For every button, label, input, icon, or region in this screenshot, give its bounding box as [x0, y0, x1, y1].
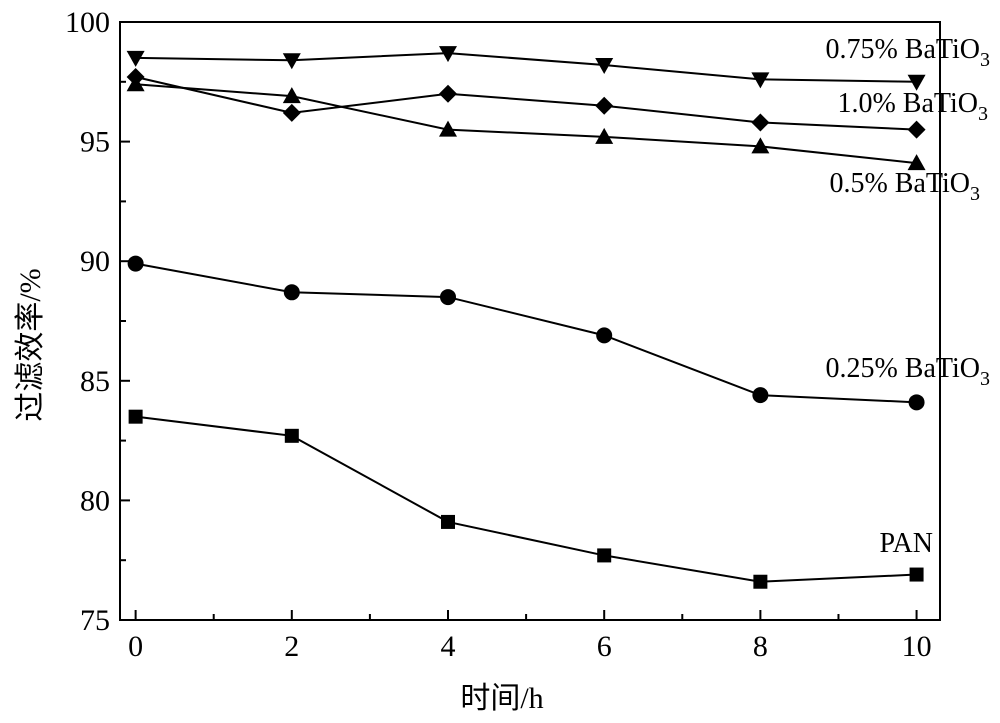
- y-tick-label: 75: [80, 604, 110, 637]
- data-point: [753, 574, 768, 589]
- series-label-text: PAN: [880, 528, 933, 559]
- y-tick-label: 90: [80, 245, 110, 278]
- data-point: [907, 74, 926, 91]
- data-point: [597, 548, 612, 563]
- x-tick-label: 8: [753, 630, 768, 663]
- series-label-text: 0.5% BaTiO: [829, 168, 970, 199]
- series-label: 0.75% BaTiO3: [825, 34, 990, 71]
- series-label: 1.0% BaTiO3: [837, 88, 988, 125]
- data-point: [595, 96, 614, 115]
- data-point: [284, 428, 299, 443]
- data-point: [440, 289, 456, 306]
- series-line: [135, 83, 917, 165]
- series-lines: [135, 52, 917, 583]
- x-tick-label: 0: [128, 630, 143, 663]
- data-point: [441, 514, 455, 529]
- data-point: [282, 87, 301, 104]
- data-point: [907, 154, 926, 171]
- x-axis-title: 时间/h: [460, 682, 543, 715]
- series-label-text: 0.75% BaTiO: [825, 34, 980, 65]
- data-point: [127, 255, 144, 272]
- data-point: [595, 58, 614, 75]
- series-label-text: 0.25% BaTiO: [825, 353, 980, 384]
- x-tick-label: 2: [284, 630, 299, 663]
- series-line: [135, 52, 917, 83]
- y-tick-label: 100: [65, 6, 110, 39]
- major-ticks: [120, 21, 918, 621]
- data-point: [439, 84, 457, 103]
- y-tick-label: 85: [80, 365, 110, 398]
- series-label: 0.25% BaTiO3: [825, 353, 990, 390]
- data-point: [752, 387, 769, 404]
- y-axis-title: 过滤效率/%: [14, 268, 47, 421]
- plot-frame: [119, 21, 941, 621]
- series-markers: [126, 46, 926, 589]
- data-point: [126, 50, 145, 67]
- series-label-subscript: 3: [970, 183, 980, 205]
- series-label: PAN: [880, 528, 933, 559]
- x-tick-label: 6: [597, 630, 612, 663]
- data-point: [751, 137, 770, 154]
- series-label-text: 1.0% BaTiO: [837, 88, 978, 119]
- tick-labels: 0 2 4 6 8 10 75 80 85 90 95 100: [65, 6, 932, 663]
- x-tick-label: 4: [441, 630, 456, 663]
- data-point: [128, 409, 143, 424]
- data-point: [282, 53, 301, 70]
- x-tick-label: 10: [902, 630, 932, 663]
- series-line: [135, 415, 917, 583]
- series-label-subscript: 3: [980, 368, 990, 390]
- y-tick-label: 95: [80, 126, 110, 159]
- data-point: [595, 127, 614, 144]
- data-point: [126, 75, 145, 92]
- data-point: [439, 46, 457, 63]
- data-point: [439, 120, 457, 137]
- series-line: [135, 76, 917, 131]
- data-point: [596, 327, 613, 344]
- data-point: [908, 394, 925, 411]
- minor-ticks: [120, 80, 840, 620]
- series-line: [135, 262, 917, 404]
- data-point: [909, 567, 924, 582]
- data-point: [751, 113, 770, 132]
- data-point: [907, 120, 926, 139]
- data-point: [283, 284, 300, 301]
- data-point: [751, 72, 770, 89]
- series-label: 0.5% BaTiO3: [829, 168, 980, 205]
- y-tick-label: 80: [80, 484, 110, 517]
- data-point: [282, 103, 301, 122]
- series-label-subscript: 3: [980, 49, 990, 71]
- series-label-subscript: 3: [978, 103, 988, 125]
